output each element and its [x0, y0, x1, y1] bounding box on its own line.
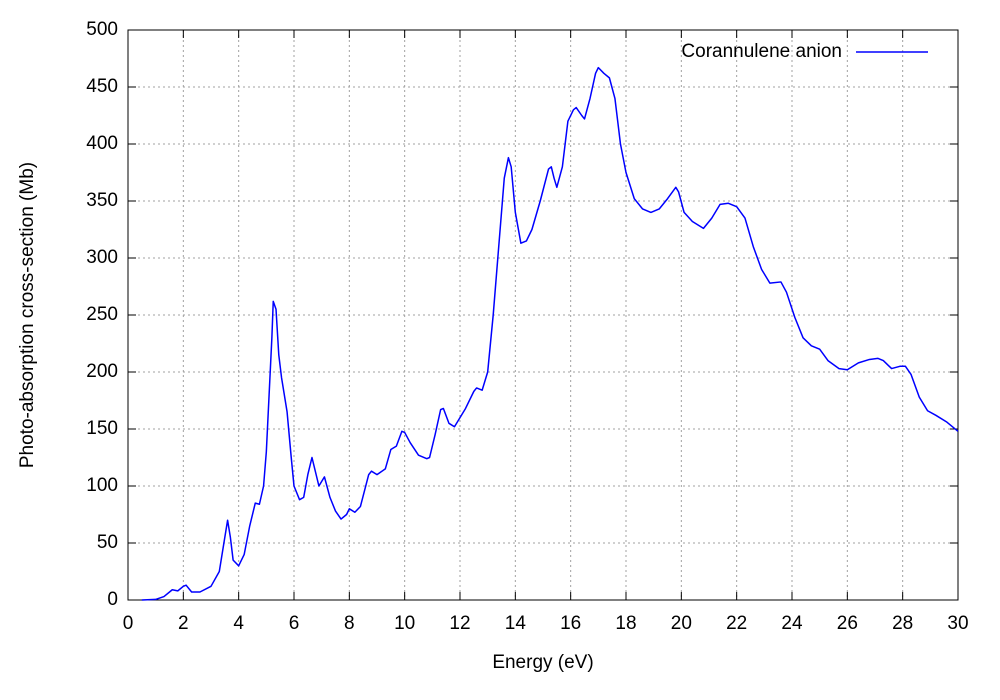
y-tick-label: 50: [97, 532, 118, 553]
x-axis-label: Energy (eV): [492, 652, 593, 673]
y-tick-label: 200: [86, 361, 118, 382]
legend-label: Corannulene anion: [681, 41, 842, 62]
x-tick-label: 20: [671, 613, 692, 634]
x-tick-label: 6: [289, 613, 300, 634]
x-tick-label: 12: [449, 613, 470, 634]
x-tick-label: 8: [344, 613, 355, 634]
x-tick-label: 2: [178, 613, 189, 634]
x-tick-label: 0: [123, 613, 134, 634]
y-tick-label: 350: [86, 190, 118, 211]
y-tick-label: 0: [107, 589, 118, 610]
y-tick-label: 450: [86, 76, 118, 97]
y-tick-label: 150: [86, 418, 118, 439]
y-tick-label: 100: [86, 475, 118, 496]
x-tick-label: 26: [837, 613, 858, 634]
x-tick-label: 24: [781, 613, 803, 634]
x-tick-label: 10: [394, 613, 415, 634]
data-line: [141, 66, 959, 601]
y-axis-label: Photo-absorption cross-section (Mb): [17, 162, 38, 468]
y-tick-label: 250: [86, 304, 118, 325]
x-tick-label: 18: [615, 613, 636, 634]
x-tick-label: 28: [892, 613, 913, 634]
y-tick-label: 300: [86, 247, 118, 268]
y-tick-label: 500: [86, 19, 118, 40]
x-tick-label: 14: [505, 613, 527, 634]
x-tick-label: 4: [233, 613, 244, 634]
plot-frame: [127, 29, 959, 601]
x-tick-label: 16: [560, 613, 581, 634]
y-tick-label: 400: [86, 133, 118, 154]
x-tick-label: 30: [947, 613, 968, 634]
x-tick-label: 22: [726, 613, 747, 634]
